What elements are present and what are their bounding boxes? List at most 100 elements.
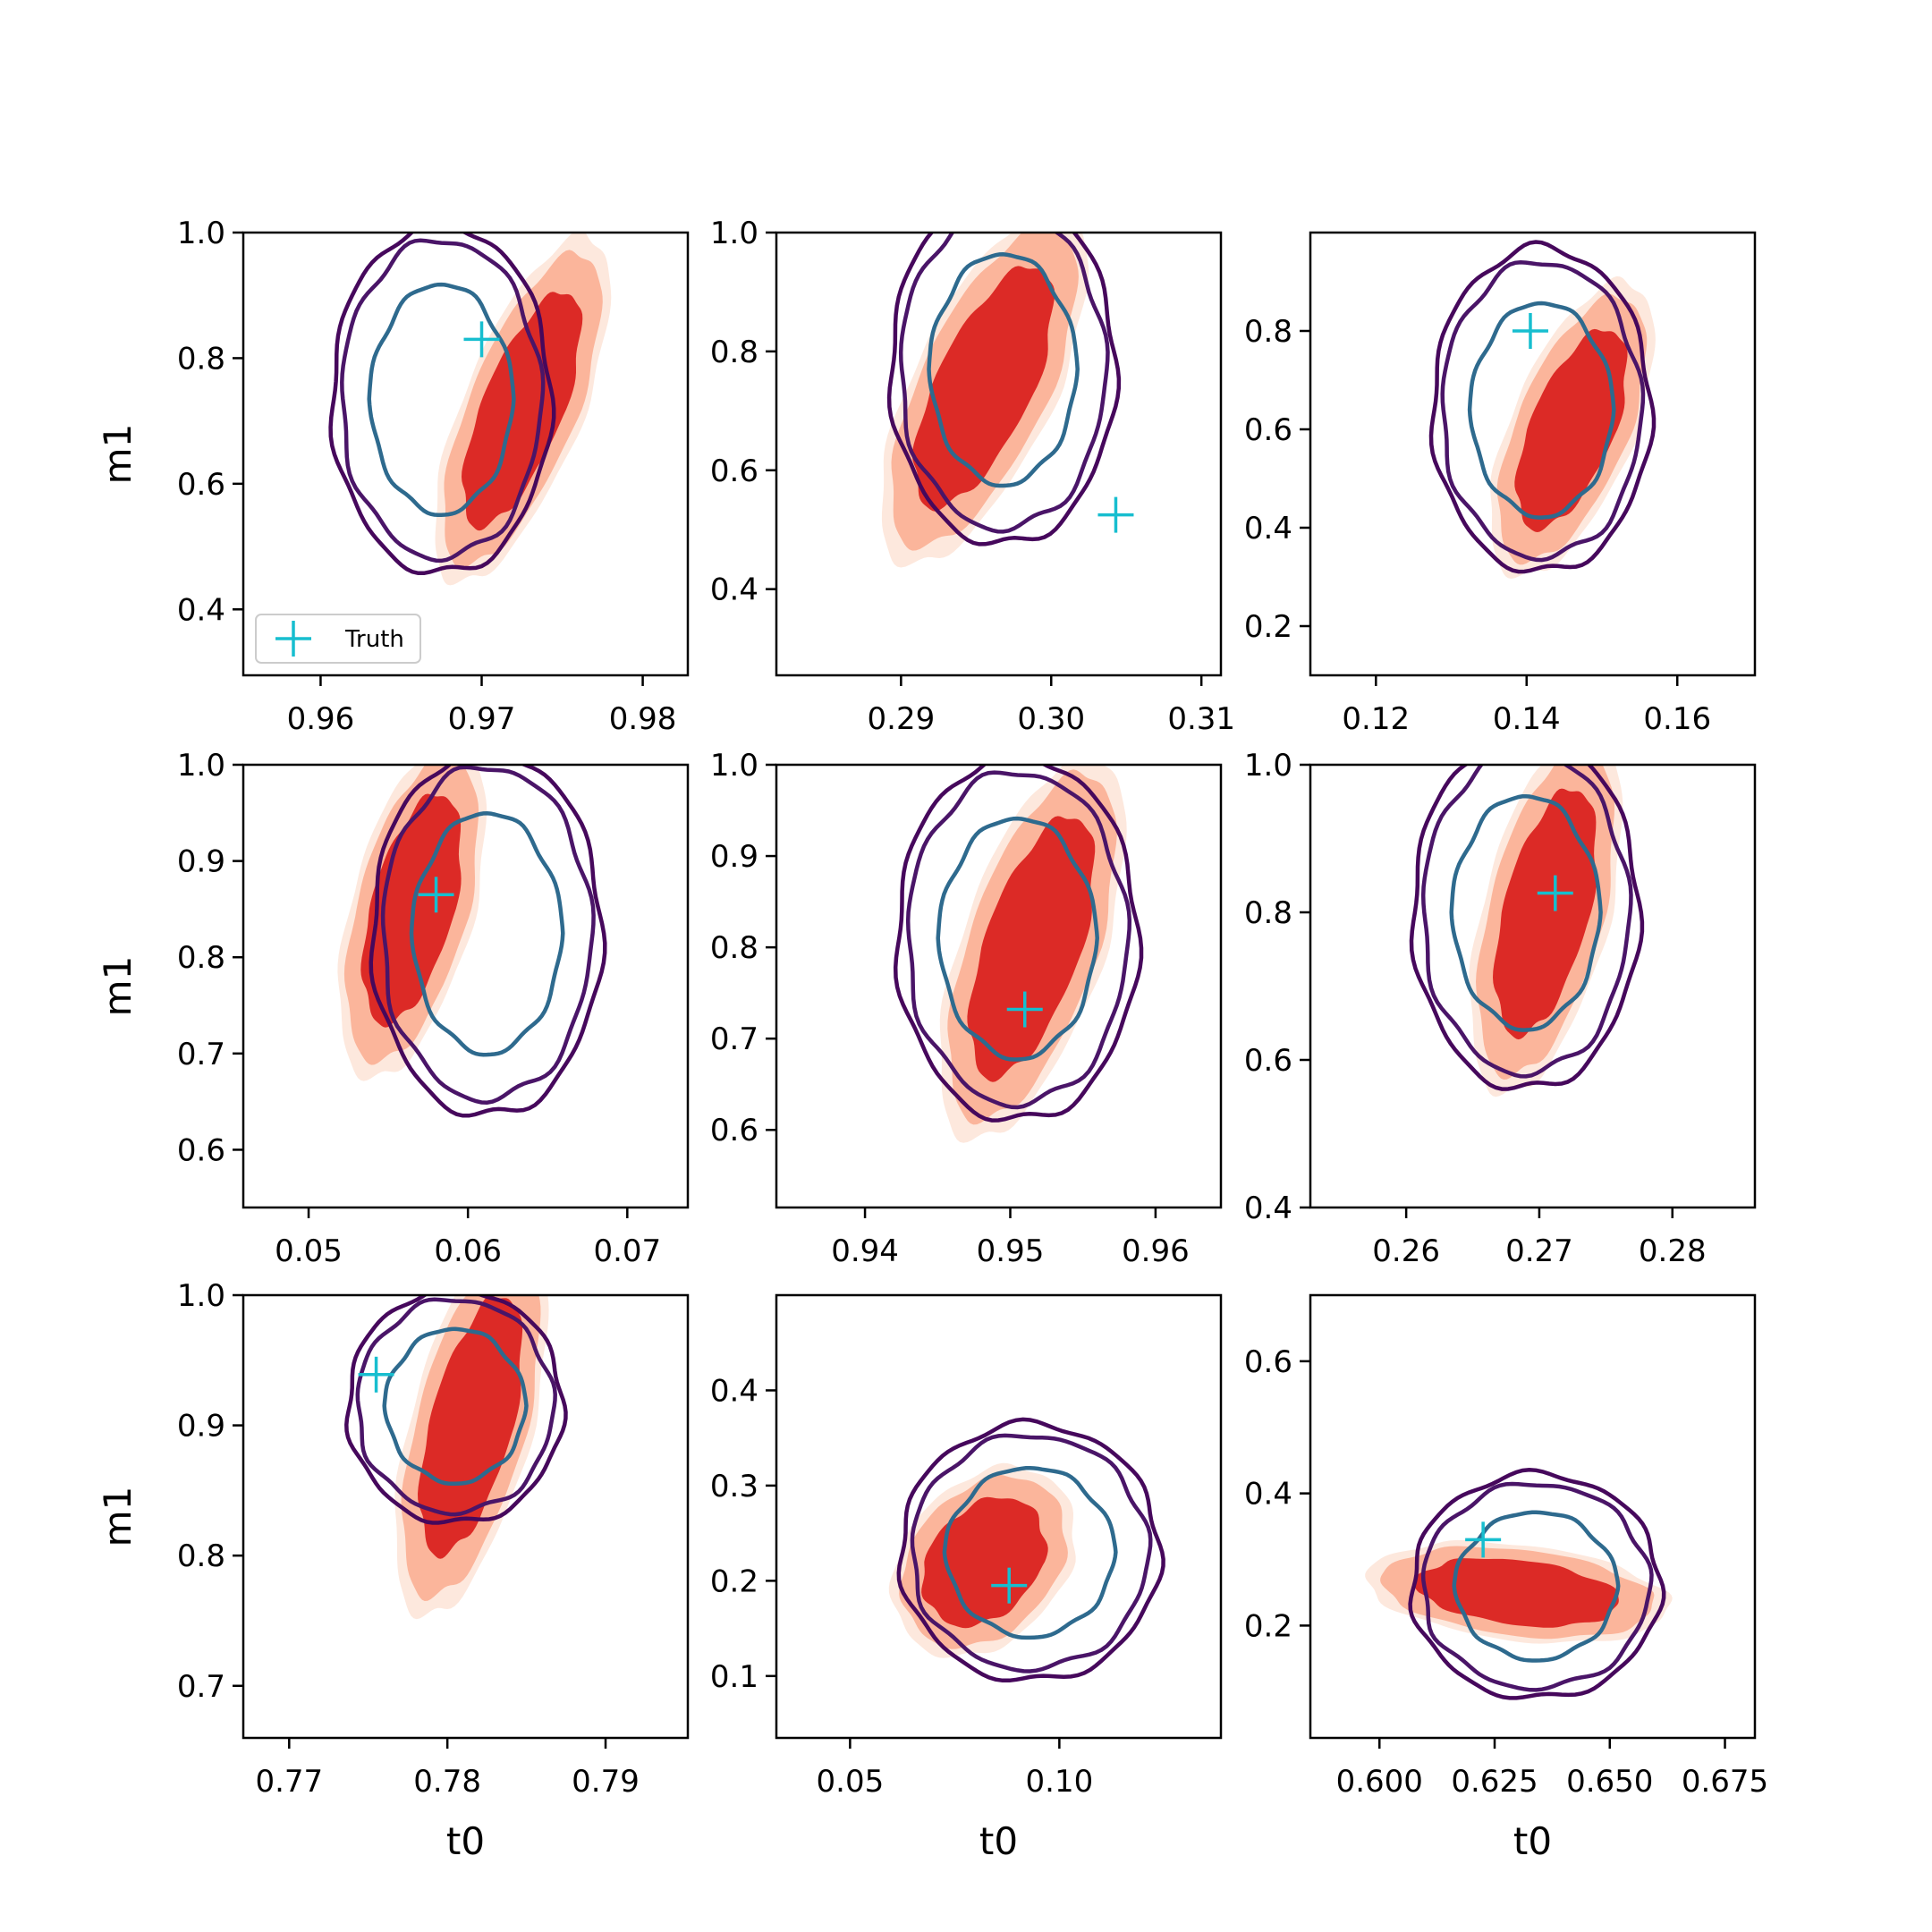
line-contour-mid	[1440, 259, 1646, 563]
line-contour-outer	[1409, 765, 1645, 1091]
filled-contour-inner	[921, 1496, 1048, 1629]
panel-2-0: 0.77 0.78 0.79 0.7 0.8 0.9 1.0 m1 t0	[96, 1278, 690, 1863]
line-contour-mid	[380, 765, 596, 1105]
line-contour-inner	[1449, 793, 1603, 1032]
axes-frame	[242, 763, 690, 1209]
x-tick-label: 0.14	[1493, 701, 1561, 737]
x-tick-label: 0.650	[1566, 1764, 1653, 1800]
x-axis-label: t0	[446, 1819, 485, 1863]
y-tick-label: 1.0	[177, 1278, 225, 1314]
truth-marker	[1465, 1521, 1502, 1558]
legend: Truth	[255, 614, 421, 664]
line-contour-inner	[382, 1326, 529, 1487]
x-tick-label: 0.96	[1122, 1233, 1190, 1269]
y-tick-label: 0.3	[710, 1469, 758, 1504]
y-tick-label: 0.6	[710, 453, 758, 489]
x-tick-label: 0.95	[977, 1233, 1045, 1269]
density-layer	[888, 1417, 1165, 1683]
y-tick-label: 0.4	[1244, 1477, 1292, 1513]
y-tick-label: 0.8	[177, 341, 225, 377]
panel-0-0: 0.96 0.97 0.98 0.4 0.6 0.8 1.0 m1 Truth	[96, 216, 690, 737]
axes-frame	[242, 231, 690, 677]
panel-1-1: 0.94 0.95 0.96 0.6 0.7 0.8 0.9 1.0	[710, 748, 1223, 1269]
density-layer	[1428, 240, 1657, 579]
x-tick-label: 0.07	[593, 1233, 661, 1269]
line-contour-outer	[893, 765, 1144, 1123]
y-tick-label: 0.8	[1244, 314, 1292, 350]
filled-contour-inner	[1414, 1558, 1619, 1628]
filled-contour-inner	[1514, 328, 1628, 532]
line-contour-inner	[367, 282, 516, 517]
y-tick-label: 0.8	[1244, 895, 1292, 931]
x-tick-label: 0.26	[1372, 1233, 1440, 1269]
density-layer	[337, 765, 607, 1118]
y-tick-label: 0.4	[710, 1373, 758, 1409]
x-tick-label: 0.29	[868, 701, 936, 737]
y-tick-label: 0.4	[1244, 511, 1292, 547]
density-layer	[344, 1295, 568, 1620]
y-tick-label: 1.0	[710, 216, 758, 251]
y-tick-label: 0.6	[177, 1132, 225, 1168]
density-layer	[893, 765, 1144, 1143]
line-contour-inner	[936, 816, 1099, 1062]
filled-contour-inner	[462, 292, 583, 531]
x-tick-label: 0.31	[1167, 701, 1235, 737]
y-axis-label: m1	[96, 1487, 140, 1547]
line-contour-mid	[1420, 765, 1633, 1079]
line-contour-outer	[1408, 1468, 1666, 1700]
axes-frame	[1309, 1293, 1757, 1740]
line-contour-outer	[344, 1295, 568, 1525]
filled-contour-inner	[418, 1295, 523, 1559]
x-axis-label: t0	[979, 1819, 1018, 1863]
y-tick-label: 1.0	[710, 748, 758, 784]
y-tick-label: 0.2	[1244, 1608, 1292, 1644]
y-tick-label: 1.0	[177, 216, 225, 251]
y-tick-label: 0.6	[1244, 412, 1292, 448]
panel-1-2: 0.26 0.27 0.28 0.4 0.6 0.8 1.0	[1244, 748, 1757, 1269]
panel-2-1: 0.05 0.10 0.1 0.2 0.3 0.4 t0	[710, 1293, 1223, 1863]
x-tick-label: 0.28	[1639, 1233, 1707, 1269]
filled-contour-inner	[1493, 788, 1597, 1040]
truth-marker	[1537, 875, 1573, 911]
axes-frame	[1309, 763, 1757, 1209]
y-tick-label: 0.6	[177, 467, 225, 503]
y-tick-label: 0.1	[710, 1659, 758, 1695]
y-tick-label: 0.8	[177, 940, 225, 976]
y-axis-label: m1	[96, 424, 140, 485]
line-contour-mid	[340, 238, 546, 564]
axes-frame	[775, 763, 1223, 1209]
x-tick-label: 0.05	[275, 1233, 343, 1269]
y-tick-label: 1.0	[1244, 748, 1292, 784]
line-contour-inner	[927, 252, 1080, 488]
line-contour-inner	[409, 810, 565, 1057]
x-tick-label: 0.96	[287, 701, 355, 737]
x-axis-label: t0	[1513, 1819, 1552, 1863]
line-contour-mid	[905, 770, 1132, 1110]
x-tick-label: 0.12	[1342, 701, 1410, 737]
line-contour-mid	[910, 1433, 1153, 1674]
y-tick-label: 1.0	[177, 748, 225, 784]
line-contour-mid	[898, 233, 1110, 534]
line-contour-mid	[1420, 1481, 1654, 1692]
y-tick-label: 0.9	[177, 1409, 225, 1445]
x-tick-label: 0.79	[572, 1764, 640, 1800]
line-contour-outer	[886, 233, 1122, 547]
filled-contour-inner	[967, 816, 1096, 1082]
panel-0-1: 0.29 0.30 0.31 0.4 0.6 0.8 1.0	[710, 216, 1235, 737]
line-contour-inner	[942, 1465, 1118, 1640]
x-tick-label: 0.27	[1505, 1233, 1573, 1269]
line-contour-outer	[369, 765, 607, 1118]
y-tick-label: 0.6	[1244, 1043, 1292, 1079]
y-tick-label: 0.8	[710, 335, 758, 370]
axes-frame	[775, 231, 1223, 677]
y-tick-label: 0.8	[710, 930, 758, 966]
truth-marker	[418, 877, 454, 913]
truth-marker	[463, 321, 500, 358]
density-layer	[1365, 1468, 1673, 1700]
x-tick-label: 0.625	[1451, 1764, 1538, 1800]
truth-marker	[1512, 313, 1548, 349]
x-tick-label: 0.94	[831, 1233, 899, 1269]
line-contour-outer	[1428, 240, 1657, 574]
